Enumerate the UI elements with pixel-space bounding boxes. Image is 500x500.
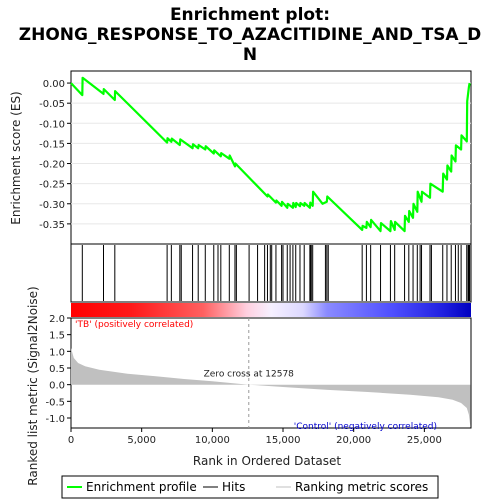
hits-panel-frame [70, 243, 472, 303]
legend: Enrichment profile Hits Ranking metric s… [61, 475, 439, 499]
x-tick-label: 0 [68, 435, 74, 446]
negative-correlation-label: 'Control' (negatively correlated) [294, 422, 437, 432]
rank-y-tick-label: -0.5 [45, 397, 65, 408]
es-panel-frame [70, 70, 472, 245]
x-tick-label: 20,000 [336, 435, 371, 446]
es-y-axis-label: Enrichment score (ES) [9, 91, 23, 224]
es-y-ticks: 0.00 -0.05 -0.10 -0.15 -0.20 -0.25 -0.30 -0.35 [39, 79, 471, 231]
x-tick-label: 15,000 [266, 435, 301, 446]
chart-title: Enrichment plot: ZHONG_RESPONSE_TO_AZACI… [19, 5, 481, 65]
hit-lines-group [81, 245, 471, 301]
x-axis: 0 5,000 10,000 15,000 20,000 25,000 [68, 428, 442, 446]
legend-frame [61, 475, 439, 499]
x-axis-label: Rank in Ordered Dataset [193, 454, 341, 468]
es-panel: 0.00-0.05-0.10-0.15-0.20-0.25-0.30-0.35 … [9, 70, 472, 245]
ranked-metric-panel: 2.0 1.5 1.0 0.5 0.0 -0.5 -1.0 Zero cross at 12… [26, 286, 472, 486]
x-tick-label: 5,000 [127, 435, 156, 446]
legend-label-hits: Hits [222, 480, 245, 494]
es-y-tick-label: -0.10 [39, 119, 65, 130]
legend-label-enrichment: Enrichment profile [86, 480, 197, 494]
es-y-tick-label: -0.35 [39, 220, 65, 231]
ranked-panel-frame [70, 317, 472, 429]
rank-y-axis-label: Ranked list metric (Signal2Noise) [26, 286, 40, 485]
color-band [71, 303, 471, 317]
positive-correlation-label: 'TB' (positively correlated) [75, 320, 193, 330]
ranked-metric-area [71, 348, 471, 427]
enrichment-profile-line [70, 76, 471, 233]
title-line-2: ZHONG_RESPONSE_TO_AZACITIDINE_AND_TSA_D [19, 25, 481, 45]
legend-label-ranking: Ranking metric scores [295, 480, 428, 494]
title-line-1: Enrichment plot: [170, 5, 330, 25]
es-y-tick-label: -0.30 [39, 200, 65, 211]
rank-y-tick-label: 2.0 [49, 314, 65, 325]
es-y-tick-label: -0.15 [39, 139, 65, 150]
rank-y-tick-label: 0.0 [49, 381, 65, 392]
rank-y-tick-label: 1.5 [49, 331, 65, 342]
es-curve-group [70, 76, 471, 233]
rank-y-ticks: 2.0 1.5 1.0 0.5 0.0 -0.5 -1.0 [45, 314, 71, 425]
x-tick-label: 25,000 [407, 435, 442, 446]
es-y-tick-label: 0.00 [43, 79, 65, 90]
rank-y-tick-label: 1.0 [49, 347, 65, 358]
correlation-color-band [71, 303, 471, 317]
es-y-tick-label: -0.25 [39, 180, 65, 191]
rank-y-tick-label: 0.5 [49, 364, 65, 375]
title-line-3: N [243, 45, 257, 65]
es-y-tick-label: -0.05 [39, 99, 65, 110]
x-tick-label: 10,000 [195, 435, 230, 446]
zero-cross-label: Zero cross at 12578 [204, 370, 295, 380]
rank-y-tick-label: -1.0 [45, 414, 65, 425]
hits-panel [70, 243, 472, 303]
es-y-tick-label: -0.20 [39, 160, 65, 171]
